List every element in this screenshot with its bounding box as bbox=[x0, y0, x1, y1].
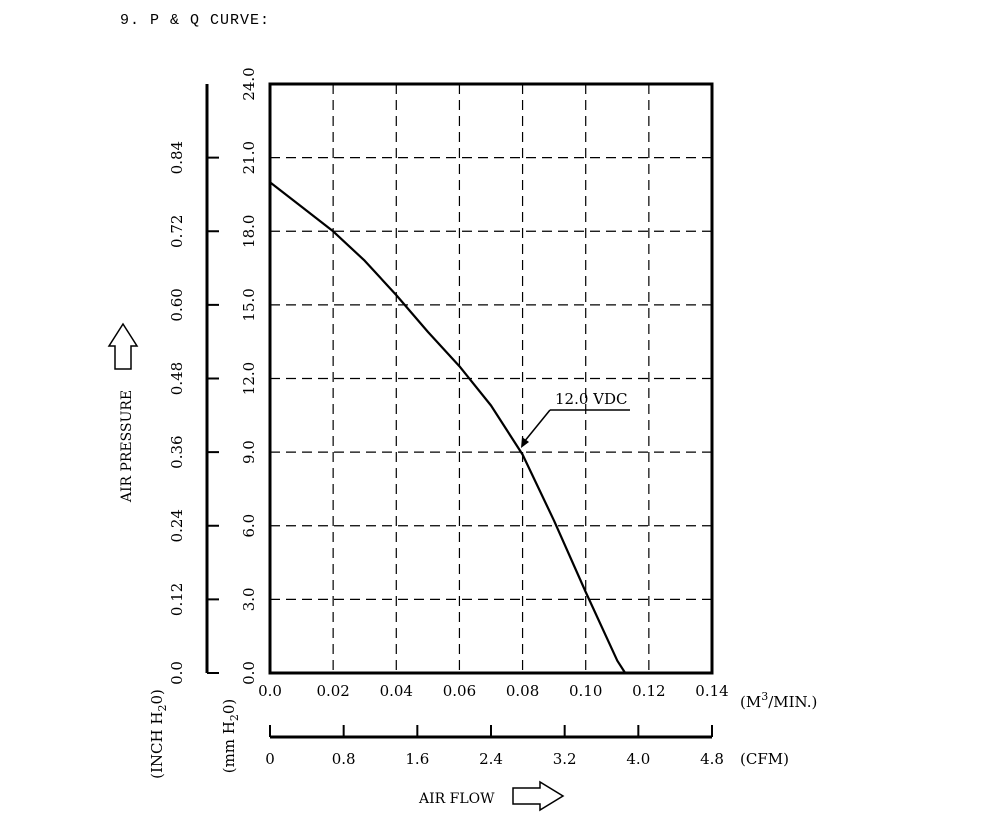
x-tick-label-cfm: 0 bbox=[265, 750, 275, 768]
plot-frame bbox=[268, 82, 714, 675]
tick-labels: 0.0 0.02 0.04 0.06 0.08 0.10 0.12 0.140.03.06.0… bbox=[168, 67, 729, 768]
y-tick-label-mm: 6.0 bbox=[240, 514, 258, 538]
y-tick-label-mm: 15.0 bbox=[240, 288, 258, 321]
page-heading: 9. P & Q CURVE: bbox=[120, 12, 271, 29]
x-tick-label-m3: 0.14 bbox=[695, 682, 728, 700]
x-tick-label-m3: 0.06 bbox=[443, 682, 476, 700]
x-tick-label-cfm: 2.4 bbox=[479, 750, 503, 768]
mm-unit-sub: 2 bbox=[228, 714, 241, 721]
y-tick-label-mm: 21.0 bbox=[240, 141, 258, 174]
series-layer bbox=[269, 181, 627, 674]
x-tick-label-cfm: 4.0 bbox=[626, 750, 650, 768]
grid-lines bbox=[270, 84, 712, 673]
y-tick-label-mm: 12.0 bbox=[240, 362, 258, 395]
y-axis-title: AIR PRESSURE bbox=[119, 390, 135, 503]
mm-unit-label: (mm H20) bbox=[220, 699, 241, 774]
x-tick-label-m3: 0.08 bbox=[506, 682, 539, 700]
y-tick-label-mm: 9.0 bbox=[240, 440, 258, 464]
m3-unit-sup: 3 bbox=[761, 690, 768, 703]
x-tick-label-cfm: 3.2 bbox=[553, 750, 577, 768]
y-tick-label-inch: 0.0 bbox=[168, 661, 186, 685]
y-tick-label-inch: 0.36 bbox=[168, 435, 186, 468]
inch-unit-label: (INCH H20) bbox=[148, 689, 169, 779]
y-tick-label-inch: 0.84 bbox=[168, 141, 186, 174]
x-tick-label-m3: 0.0 bbox=[258, 682, 282, 700]
x-tick-label-cfm: 1.6 bbox=[405, 750, 429, 768]
y-tick-label-mm: 18.0 bbox=[240, 215, 258, 248]
y-tick-label-inch: 0.72 bbox=[168, 215, 186, 248]
cfm-unit-label: (CFM) bbox=[740, 750, 789, 768]
x-tick-label-cfm: 0.8 bbox=[332, 750, 356, 768]
m3-unit-end: /MIN.) bbox=[768, 693, 817, 711]
x-tick-label-m3: 0.02 bbox=[316, 682, 349, 700]
series-line-12vdc bbox=[269, 181, 627, 674]
annotation-arrowhead bbox=[521, 437, 529, 448]
y-tick-label-inch: 0.60 bbox=[168, 288, 186, 321]
annotation-leader bbox=[523, 409, 551, 443]
x-tick-label-m3: 0.10 bbox=[569, 682, 602, 700]
y-tick-label-mm: 0.0 bbox=[240, 661, 258, 685]
inch-unit-sub: 2 bbox=[156, 705, 169, 712]
annotation-label: 12.0 VDC bbox=[555, 390, 628, 408]
m3-unit-label: (M3/MIN.) bbox=[740, 690, 817, 711]
x-tick-label-m3: 0.12 bbox=[632, 682, 665, 700]
arrow-up-icon bbox=[107, 322, 139, 370]
m3-unit-main: (M bbox=[740, 693, 761, 711]
y-tick-label-inch: 0.12 bbox=[168, 583, 186, 616]
x-axis-title: AIR FLOW bbox=[418, 791, 495, 807]
inch-unit-end: 0) bbox=[148, 689, 166, 704]
y-tick-label-mm: 24.0 bbox=[240, 67, 258, 100]
mm-unit-end: 0) bbox=[220, 699, 238, 714]
y-tick-label-mm: 3.0 bbox=[240, 587, 258, 611]
y-tick-label-inch: 0.24 bbox=[168, 509, 186, 542]
arrow-right-icon bbox=[512, 780, 565, 812]
x-tick-label-m3: 0.04 bbox=[380, 682, 413, 700]
x-tick-label-cfm: 4.8 bbox=[700, 750, 724, 768]
mm-unit-main: (mm H bbox=[220, 721, 238, 773]
y-tick-label-inch: 0.48 bbox=[168, 362, 186, 395]
inch-unit-main: (INCH H bbox=[148, 712, 166, 779]
